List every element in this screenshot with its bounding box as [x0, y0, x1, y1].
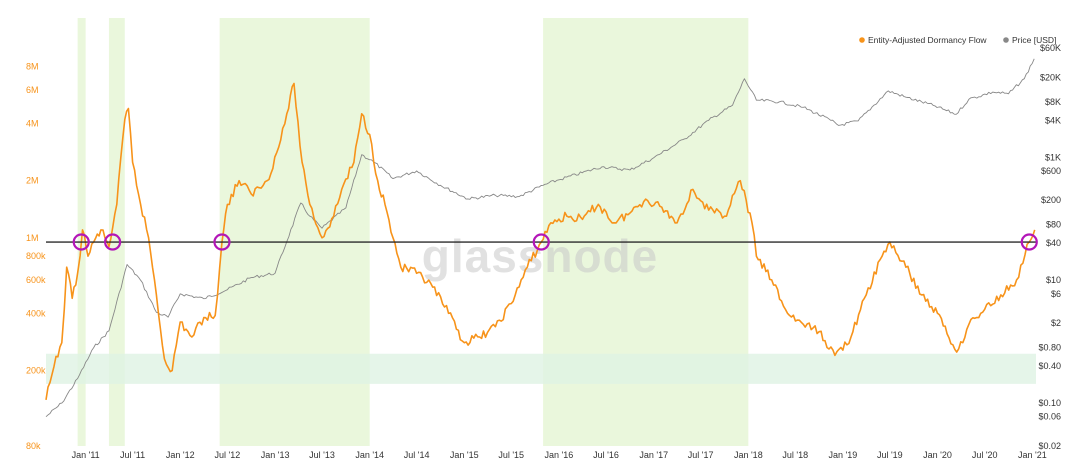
- x-tick-label: Jan '18: [734, 450, 763, 460]
- left-tick-label: 2M: [26, 176, 39, 186]
- marker-circle-3: [532, 233, 550, 251]
- low-band-layer: [46, 353, 1036, 384]
- x-tick-label: Jul '16: [593, 450, 619, 460]
- right-tick-label: $4K: [1045, 115, 1061, 125]
- x-tick-label: Jul '11: [120, 450, 145, 460]
- x-tick-label: Jan '16: [545, 450, 574, 460]
- x-tick-label: Jan '20: [923, 450, 952, 460]
- x-tick-label: Jan '15: [450, 450, 479, 460]
- x-tick-label: Jul '12: [215, 450, 241, 460]
- x-tick-label: Jan '14: [355, 450, 384, 460]
- right-tick-label: $20K: [1040, 72, 1061, 82]
- right-tick-label: $0.02: [1038, 441, 1061, 451]
- left-tick-label: 800k: [26, 251, 46, 261]
- series-line-dormancy-flow: [45, 82, 1036, 401]
- right-tick-label: $0.80: [1038, 343, 1061, 353]
- x-tick-label: Jul '19: [877, 450, 903, 460]
- legend-label-dormancy-flow: Entity-Adjusted Dormancy Flow: [868, 35, 987, 45]
- x-tick-label: Jan '19: [829, 450, 858, 460]
- right-tick-label: $200: [1041, 195, 1061, 205]
- right-tick-label: $60K: [1040, 43, 1061, 53]
- highlight-range-1: [108, 18, 125, 446]
- legend: Entity-Adjusted Dormancy Flow Price [USD…: [859, 35, 1056, 45]
- left-tick-label: 200k: [26, 365, 46, 375]
- x-tick-label: Jan '11: [72, 450, 100, 460]
- x-tick-label: Jul '13: [309, 450, 335, 460]
- x-tick-label: Jan '21: [1018, 450, 1047, 460]
- left-tick-label: 6M: [26, 85, 39, 95]
- series-layer: [45, 58, 1036, 418]
- left-tick-label: 600k: [26, 275, 46, 285]
- marker-circle-2: [213, 233, 231, 251]
- right-tick-label: $2: [1051, 318, 1061, 328]
- left-tick-label: 80k: [26, 441, 41, 451]
- x-tick-label: Jan '13: [261, 450, 290, 460]
- marker-circle-0: [72, 233, 90, 251]
- right-tick-label: $0.40: [1038, 361, 1061, 371]
- marker-circle-1: [104, 233, 122, 251]
- legend-label-price: Price [USD]: [1012, 35, 1056, 45]
- low-band: [46, 353, 1036, 384]
- right-tick-label: $40: [1046, 238, 1061, 248]
- x-tick-label: Jul '20: [972, 450, 998, 460]
- left-tick-label: 4M: [26, 119, 39, 129]
- right-tick-label: $600: [1041, 166, 1061, 176]
- series-line-price: [45, 58, 1035, 418]
- watermark: glassnode: [422, 230, 659, 282]
- x-tick-label: Jul '18: [782, 450, 808, 460]
- x-tick-label: Jan '17: [639, 450, 668, 460]
- right-tick-label: $1K: [1045, 152, 1061, 162]
- x-tick-label: Jul '14: [404, 450, 430, 460]
- markers-layer: [72, 233, 1038, 251]
- x-tick-label: Jan '12: [166, 450, 195, 460]
- right-axis: $0.02 $0.06 $0.10 $0.40 $0.80 $2 $6 $10 $40 $80 $2…: [1038, 43, 1061, 451]
- left-tick-label: 8M: [26, 61, 39, 71]
- right-tick-label: $8K: [1045, 97, 1061, 107]
- x-axis: Jan '11 Jul '11 Jan '12 Jul '12 Jan '13 Jul '…: [72, 450, 1047, 460]
- right-tick-label: $10: [1046, 275, 1061, 285]
- right-tick-label: $6: [1051, 289, 1061, 299]
- left-tick-label: 1M: [26, 233, 39, 243]
- left-axis: 80k 200k 400k 600k 800k 1M 2M 4M 6M 8M: [26, 61, 46, 451]
- legend-swatch-dormancy-flow: [859, 37, 865, 43]
- left-tick-label: 400k: [26, 308, 46, 318]
- right-tick-label: $0.06: [1038, 412, 1061, 422]
- x-tick-label: Jul '17: [688, 450, 714, 460]
- right-tick-label: $0.10: [1038, 398, 1061, 408]
- legend-swatch-price: [1003, 37, 1009, 43]
- marker-circle-4: [1020, 233, 1038, 251]
- x-tick-label: Jul '15: [498, 450, 524, 460]
- right-tick-label: $80: [1046, 220, 1061, 230]
